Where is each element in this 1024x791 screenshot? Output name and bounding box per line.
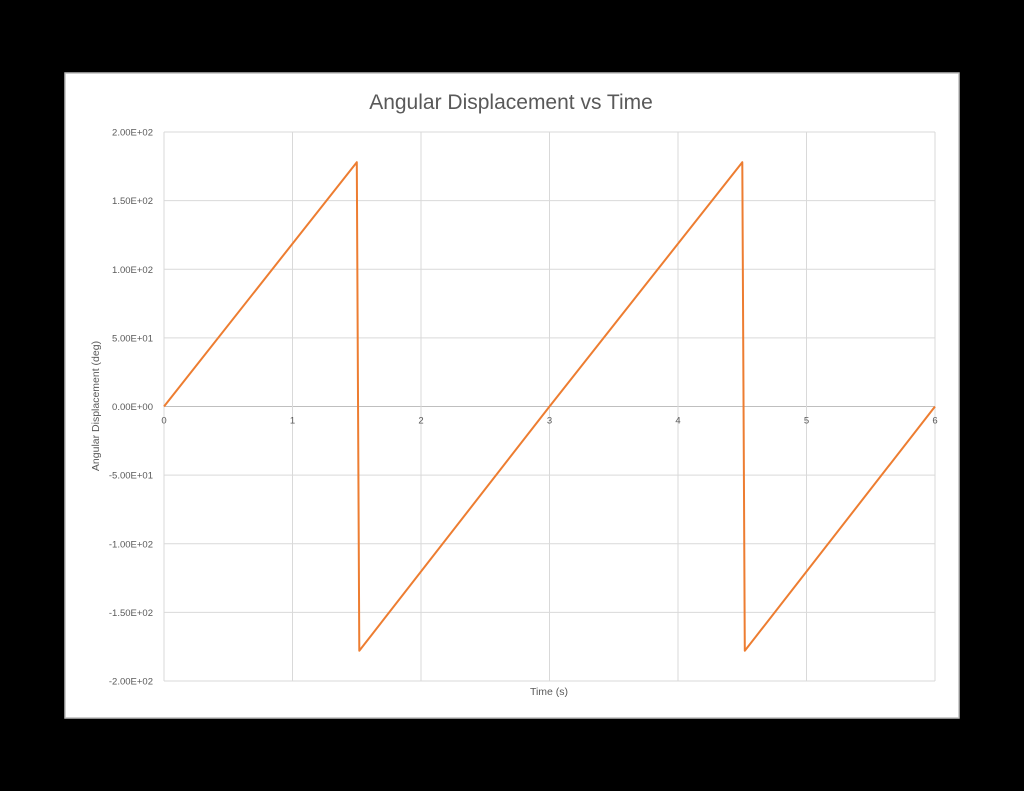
x-tick-label: 1 [290,416,295,427]
x-tick-label: 2 [418,416,423,427]
x-tick-label: 6 [932,416,937,427]
y-tick-label: -1.00E+02 [109,539,153,550]
x-axis-title: Time (s) [530,686,568,698]
chart-title: Angular Displacement vs Time [369,91,653,114]
x-tick-label: 0 [161,416,166,427]
y-tick-label: 0.00E+00 [112,402,153,413]
y-tick-label: -1.50E+02 [109,608,153,619]
chart-area [64,72,960,719]
y-tick-label: -2.00E+02 [109,677,153,688]
y-tick-label: 5.00E+01 [112,333,153,344]
y-tick-label: 1.50E+02 [112,196,153,207]
series-line-0 [163,161,936,652]
x-tick-label: 5 [804,416,809,427]
tick-labels: 2.00E+02 1.50E+02 1.00E+02 5.00E+01 0.00E+00… [109,128,938,688]
y-tick-label: 1.00E+02 [112,265,153,276]
y-tick-label: -5.00E+01 [109,471,153,482]
y-tick-label: 2.00E+02 [112,128,153,139]
x-tick-label: 4 [675,416,680,427]
x-tick-label: 3 [547,416,552,427]
series-layer [163,161,936,652]
y-axis-title: Angular Displacement (deg) [90,341,102,471]
